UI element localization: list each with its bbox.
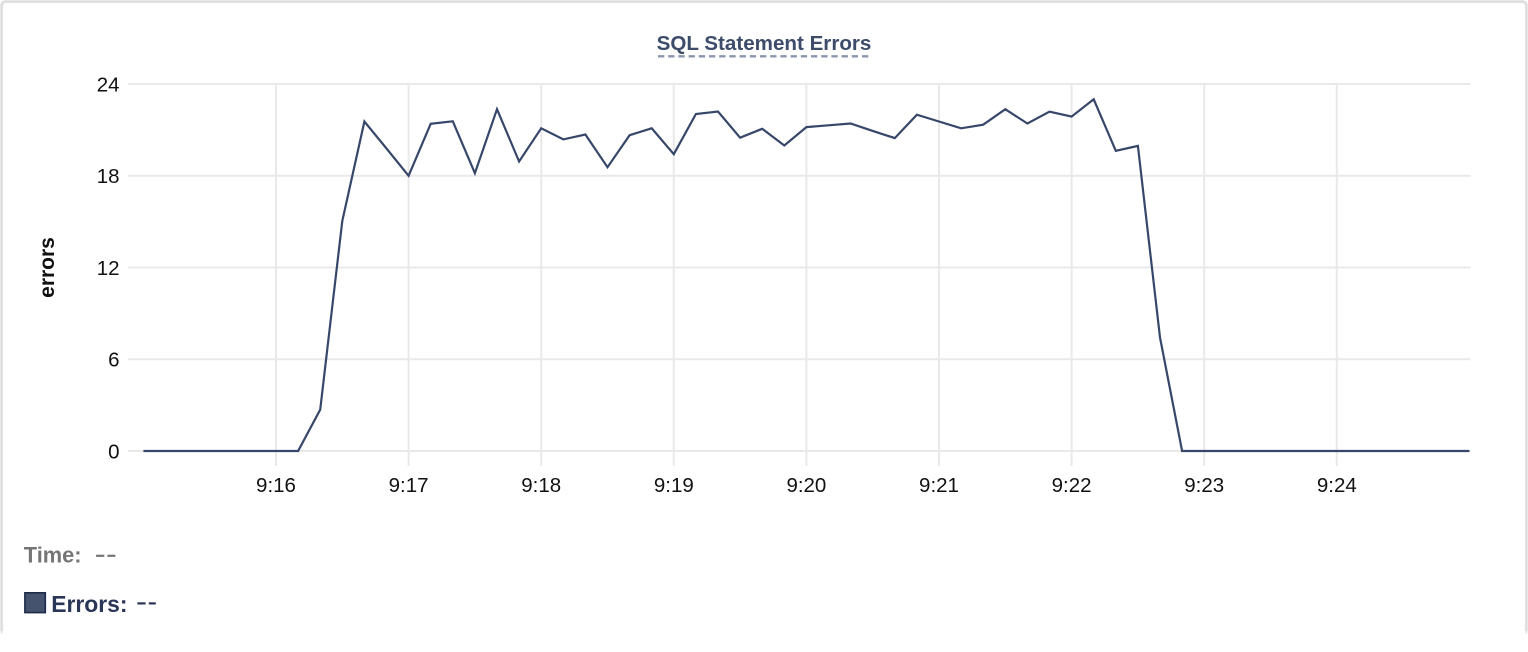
svg-text:errors: errors <box>36 237 59 298</box>
svg-text:9:21: 9:21 <box>919 474 959 497</box>
svg-text:9:24: 9:24 <box>1317 474 1357 497</box>
svg-text:9:22: 9:22 <box>1052 474 1092 497</box>
svg-text:6: 6 <box>108 349 119 372</box>
svg-text:9:19: 9:19 <box>654 474 694 497</box>
svg-text:9:23: 9:23 <box>1184 474 1224 497</box>
svg-text:Time:: Time: <box>24 542 82 567</box>
svg-text:12: 12 <box>97 257 120 280</box>
svg-text:9:16: 9:16 <box>256 474 296 497</box>
svg-text:9:17: 9:17 <box>389 474 429 497</box>
svg-text:18: 18 <box>97 165 120 188</box>
svg-text:SQL Statement Errors: SQL Statement Errors <box>657 32 872 55</box>
svg-text:0: 0 <box>108 440 119 463</box>
svg-text:Errors:: Errors: <box>51 591 127 617</box>
svg-text:24: 24 <box>97 73 120 96</box>
svg-text:9:20: 9:20 <box>786 474 826 497</box>
svg-text:9:18: 9:18 <box>521 474 561 497</box>
